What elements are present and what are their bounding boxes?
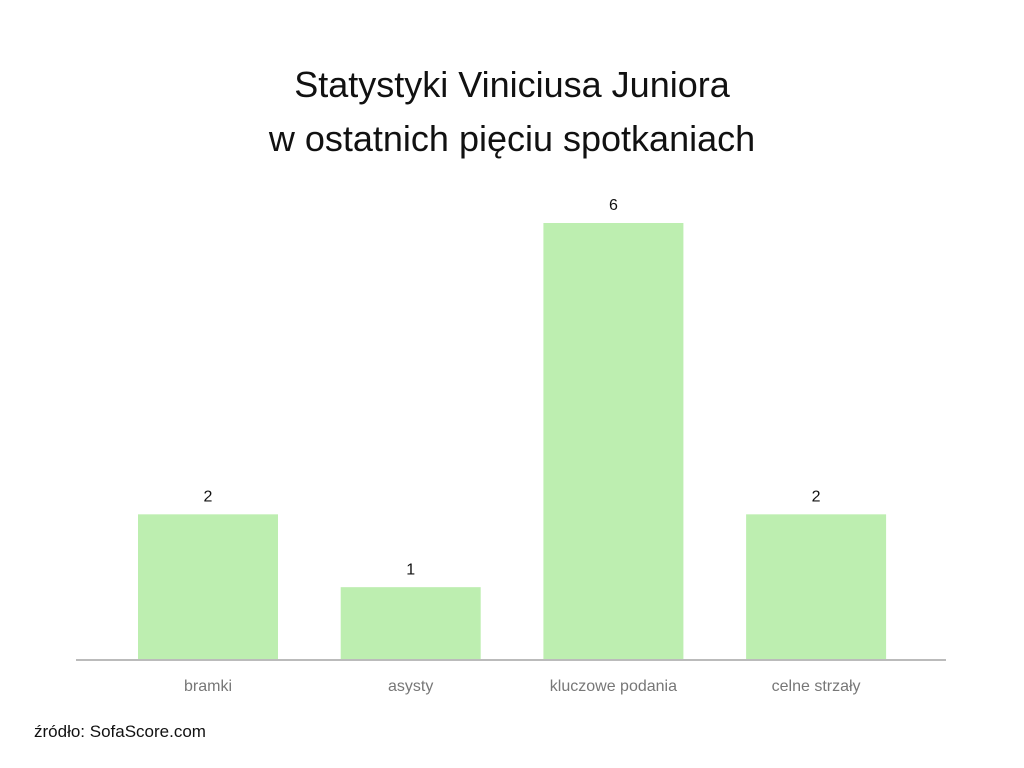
- source-note: źródło: SofaScore.com: [34, 722, 206, 741]
- bar: [543, 223, 684, 660]
- value-label: 6: [609, 197, 618, 214]
- x-tick-label: asysty: [388, 678, 433, 695]
- x-tick-label: bramki: [184, 678, 232, 695]
- value-label: 2: [204, 489, 213, 506]
- value-label: 2: [812, 489, 821, 506]
- x-tick-label: kluczowe podania: [550, 678, 677, 695]
- bar: [340, 587, 481, 660]
- bar: [138, 514, 278, 660]
- bar: [746, 514, 887, 660]
- value-label: 1: [406, 561, 415, 578]
- x-tick-label: celne strzały: [772, 678, 861, 695]
- chart-title: Statystyki Viniciusa Juniora w ostatnich…: [268, 64, 756, 159]
